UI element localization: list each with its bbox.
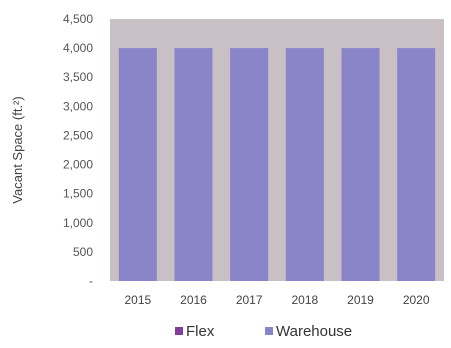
bar-warehouse-2020: [397, 48, 435, 281]
x-tick-label: 2017: [236, 293, 263, 307]
y-tick-label: 1,500: [63, 187, 93, 201]
y-tick-label: -: [89, 274, 93, 288]
y-tick-label: 4,500: [63, 12, 93, 26]
bar-warehouse-2015: [119, 48, 157, 281]
legend-label-flex: Flex: [186, 323, 215, 340]
x-tick-label: 2016: [180, 293, 207, 307]
x-tick-label: 2015: [124, 293, 151, 307]
bar-warehouse-2019: [342, 48, 380, 281]
legend-label-warehouse: Warehouse: [276, 323, 352, 340]
y-tick-label: 3,000: [63, 99, 93, 113]
y-tick-label: 500: [73, 245, 93, 259]
bar-warehouse-2018: [286, 48, 324, 281]
bar-warehouse-2017: [230, 48, 268, 281]
y-axis: - 500 1,000 1,500 2,000 2,500 3,000 3,500 4,000 4…: [63, 12, 93, 288]
y-tick-label: 4,000: [63, 41, 93, 55]
bar-warehouse-2016: [175, 48, 213, 281]
legend-swatch-warehouse: [265, 327, 273, 335]
y-tick-label: 3,500: [63, 70, 93, 84]
y-axis-label: Vacant Space (ft.²): [10, 96, 25, 203]
y-tick-label: 1,000: [63, 216, 93, 230]
y-tick-label: 2,500: [63, 128, 93, 142]
x-tick-label: 2020: [403, 293, 430, 307]
legend-swatch-flex: [175, 327, 183, 335]
y-tick-label: 2,000: [63, 158, 93, 172]
x-tick-label: 2018: [291, 293, 318, 307]
plot-area: [110, 19, 444, 281]
x-axis: 2015 2016 2017 2018 2019 2020: [124, 293, 429, 307]
x-tick-label: 2019: [347, 293, 374, 307]
legend: Flex Warehouse: [175, 323, 352, 340]
